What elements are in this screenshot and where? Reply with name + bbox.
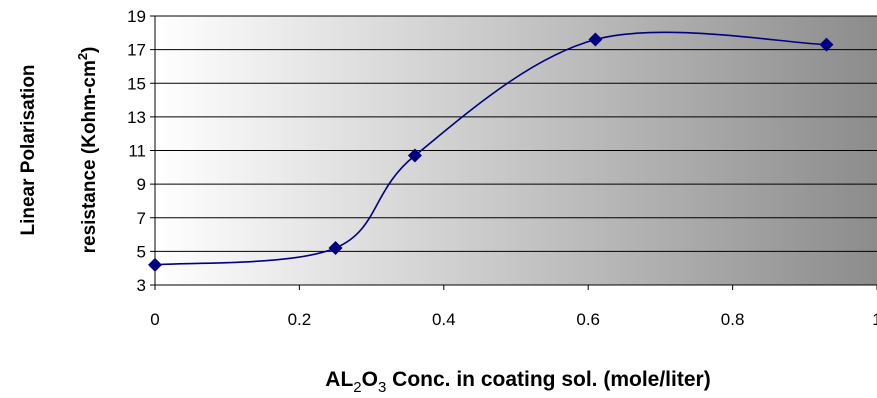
x-axis-label: AL2O3 Conc. in coating sol. (mole/liter)	[325, 368, 710, 396]
data-point-0	[148, 257, 162, 272]
x-tick-label: 0.8	[721, 310, 745, 329]
y-tick-label: 3	[137, 276, 146, 295]
data-point-2	[407, 148, 422, 163]
series-line	[154, 31, 827, 266]
y-tick-label: 9	[137, 175, 146, 194]
x-axis-label-sub2: 3	[378, 379, 386, 396]
data-point-4	[819, 37, 834, 52]
y-tick-label: 7	[137, 209, 146, 228]
x-tick-label: 0.2	[288, 310, 312, 329]
y-axis-label: Linear Polarisation	[18, 64, 39, 235]
x-axis-label-part2: O	[362, 368, 378, 391]
x-tick-label: 0.6	[576, 310, 600, 329]
y-tick-label: 19	[127, 7, 146, 26]
x-tick-labels: 0 0.2 0.4 0.6 0.8 1	[150, 285, 877, 329]
data-point-3	[588, 32, 603, 47]
x-tick-label: 0	[150, 310, 159, 329]
y-axis-label-line1: Linear Polarisation	[18, 64, 39, 235]
y-tick-label: 11	[128, 142, 146, 161]
x-axis-label-part1: AL	[325, 368, 353, 391]
y-axis-label-second: resistance (Kohm-cm2)	[75, 47, 100, 254]
y-axis-label-superscript: 2	[75, 53, 90, 60]
y-axis-label-close: )	[79, 47, 100, 53]
y-tick-label: 13	[127, 108, 146, 127]
series-markers	[148, 32, 834, 272]
y-tick-label: 15	[127, 74, 146, 93]
y-axis-label-line2: resistance (Kohm-cm	[79, 60, 100, 253]
data-point-1	[328, 241, 343, 256]
y-tick-labels: 3 5 7 9 11 13 15 17 19	[127, 7, 155, 295]
x-tick-label: 1	[872, 310, 877, 329]
x-axis-label-part3: Conc. in coating sol. (mole/liter)	[386, 368, 710, 391]
x-tick-label: 0.4	[432, 310, 456, 329]
x-axis-label-sub1: 2	[353, 379, 361, 396]
y-tick-label: 5	[137, 242, 146, 261]
y-tick-label: 17	[127, 41, 146, 60]
